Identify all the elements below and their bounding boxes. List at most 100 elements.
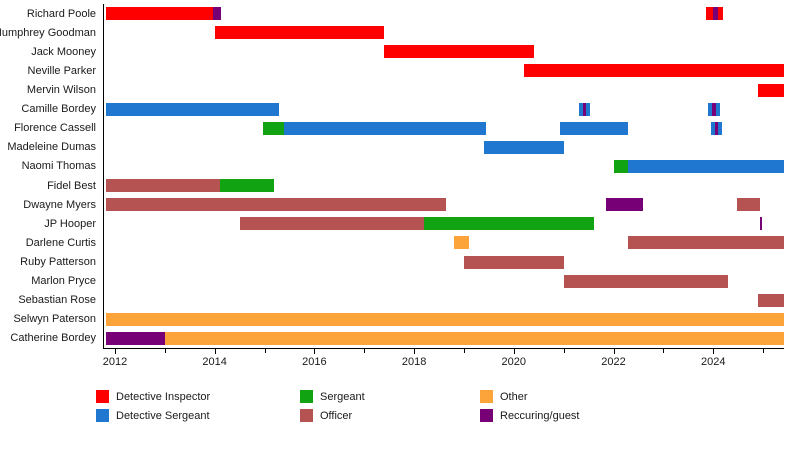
gantt-bar: [606, 198, 644, 212]
legend-label: Reccuring/guest: [500, 409, 580, 422]
gantt-bar: [164, 331, 784, 345]
row-label-madeleine-dumas: Madeleine Dumas: [7, 141, 96, 154]
legend-swatch-icon: [300, 409, 313, 422]
gantt-bar: [710, 121, 715, 135]
row-label-neville-parker: Neville Parker: [27, 64, 96, 77]
row-label-darlene-curtis: Darlene Curtis: [25, 236, 96, 249]
x-tick-label: 2024: [700, 356, 726, 368]
legend-label: Detective Inspector: [116, 390, 211, 403]
row-label-jack-mooney: Jack Mooney: [31, 45, 96, 58]
gantt-bar: [105, 312, 784, 326]
gantt-bar: [706, 7, 714, 21]
x-tick-mark-minor: [663, 349, 665, 353]
x-tick-mark: [114, 349, 116, 354]
y-axis-line: [103, 4, 104, 349]
x-tick-mark-minor: [264, 349, 266, 353]
gantt-bar: [713, 7, 719, 21]
gantt-bar: [586, 102, 590, 116]
legend-label: Detective Sergeant: [116, 409, 210, 422]
legend-label: Other: [500, 390, 528, 403]
x-tick-mark: [613, 349, 615, 354]
gantt-bar: [578, 102, 583, 116]
legend-swatch-icon: [300, 390, 313, 403]
gantt-bar: [714, 121, 719, 135]
legend-entry-sergeant: Sergeant: [300, 390, 365, 403]
row-label-naomi-thomas: Naomi Thomas: [21, 160, 96, 173]
legend-swatch-icon: [480, 409, 493, 422]
gantt-bar: [758, 83, 784, 97]
legend-entry-officer: Officer: [300, 409, 352, 422]
gantt-bar: [628, 236, 784, 250]
x-tick-mark: [214, 349, 216, 354]
gantt-bar: [463, 255, 564, 269]
gantt-bar: [239, 217, 425, 231]
gantt-bar: [212, 7, 221, 21]
legend-swatch-icon: [96, 409, 109, 422]
gantt-bar: [105, 102, 280, 116]
row-label-camille-bordey: Camille Bordey: [21, 103, 96, 116]
x-tick-mark: [513, 349, 515, 354]
gantt-bar: [424, 217, 594, 231]
x-axis-line: [103, 348, 784, 349]
row-label-marlon-pryce: Marlon Pryce: [31, 275, 96, 288]
x-tick-mark-minor: [763, 349, 765, 353]
row-label-catherine-bordey: Catherine Bordey: [10, 332, 96, 345]
x-tick-label: 2016: [302, 356, 327, 368]
legend: Detective Inspector Detective Sergeant Ser…: [0, 390, 800, 432]
gantt-bar: [219, 179, 275, 193]
gantt-bar: [613, 159, 629, 173]
gantt-bar: [758, 293, 784, 307]
gantt-bar: [523, 64, 784, 78]
x-tick-label: 2012: [102, 356, 128, 368]
row-label-mervin-wilson: Mervin Wilson: [26, 84, 96, 96]
gantt-bar: [284, 121, 487, 135]
x-tick-label: 2022: [601, 356, 626, 368]
gantt-bar: [737, 198, 760, 212]
gantt-bar: [105, 179, 220, 193]
gantt-bar: [105, 331, 165, 345]
row-label-humphrey-goodman: Humphrey Goodman: [0, 26, 96, 39]
legend-label: Officer: [320, 409, 353, 422]
x-tick-mark-minor: [563, 349, 565, 353]
row-label-dwayne-myers: Dwayne Myers: [23, 198, 96, 211]
gantt-bar: [384, 45, 534, 59]
gantt-bar: [105, 7, 213, 21]
legend-entry-other: Other: [480, 390, 528, 403]
legend-label: Sergeant: [320, 390, 365, 403]
row-label-richard-poole: Richard Poole: [26, 7, 96, 20]
gantt-bar: [712, 102, 717, 116]
x-tick-label: 2014: [202, 356, 227, 368]
x-tick-mark-minor: [463, 349, 465, 353]
gantt-bar: [759, 217, 762, 231]
legend-entry-detective-sergeant: Detective Sergeant: [96, 409, 210, 422]
gantt-bar: [718, 121, 723, 135]
row-label-ruby-patterson: Ruby Patterson: [20, 256, 96, 268]
x-tick-mark-minor: [364, 349, 366, 353]
x-tick-mark: [713, 349, 715, 354]
gantt-bar: [628, 159, 784, 173]
row-label-florence-cassell: Florence Cassell: [14, 122, 96, 135]
gantt-bar: [214, 26, 385, 40]
x-tick-mark: [314, 349, 316, 354]
gantt-bar: [263, 121, 285, 135]
legend-entry-reccuring-guest: Reccuring/guest: [480, 409, 580, 422]
legend-entry-detective-inspector: Detective Inspector: [96, 390, 210, 403]
gantt-bar: [453, 236, 469, 250]
gantt-bar: [708, 102, 713, 116]
gantt-bar: [582, 102, 587, 116]
row-label-jp-hooper: JP Hooper: [44, 217, 96, 230]
gantt-bar: [716, 102, 721, 116]
gantt-bar: [559, 121, 629, 135]
x-tick-label: 2018: [401, 356, 427, 368]
legend-swatch-icon: [96, 390, 109, 403]
gantt-bar: [563, 274, 729, 288]
gantt-bar: [483, 140, 564, 154]
x-tick-mark: [414, 349, 416, 354]
x-tick-mark-minor: [164, 349, 166, 353]
legend-swatch-icon: [480, 390, 493, 403]
gantt-bar: [105, 198, 447, 212]
gantt-bar: [718, 7, 724, 21]
row-label-sebastian-rose: Sebastian Rose: [18, 294, 96, 307]
x-tick-label: 2020: [501, 356, 527, 368]
